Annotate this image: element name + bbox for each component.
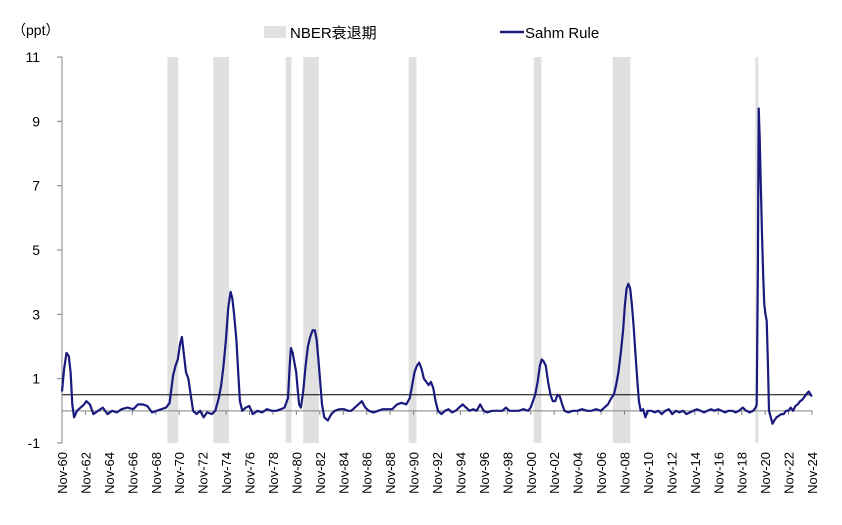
x-tick-label: Nov-98 (500, 452, 515, 494)
x-tick-label: Nov-80 (289, 452, 304, 494)
x-tick-label: Nov-90 (407, 452, 422, 494)
x-tick-label: Nov-06 (594, 452, 609, 494)
x-tick-label: Nov-12 (664, 452, 679, 494)
x-tick-label: Nov-86 (360, 452, 375, 494)
legend-sahm-label: Sahm Rule (525, 25, 599, 42)
x-tick-label: Nov-62 (78, 452, 93, 494)
x-tick-label: Nov-16 (711, 452, 726, 494)
series-lines (60, 107, 813, 425)
recession-band (285, 57, 292, 443)
unit-label: （ppt） (12, 22, 59, 38)
x-tick-label: Nov-92 (430, 452, 445, 494)
x-tick-label: Nov-82 (313, 452, 328, 494)
x-tick-label: Nov-68 (149, 452, 164, 494)
y-tick-label: 11 (25, 49, 40, 65)
legend-nber-swatch (264, 26, 286, 38)
legend-nber-label: NBER衰退期 (290, 25, 377, 42)
x-tick-label: Nov-84 (336, 452, 351, 494)
x-tick-label: Nov-60 (55, 452, 70, 494)
y-tick-label: 7 (32, 178, 40, 194)
x-tick-label: Nov-02 (547, 452, 562, 494)
x-tick-label: Nov-70 (172, 452, 187, 494)
y-tick-label: -1 (28, 435, 41, 451)
x-tick-label: Nov-88 (383, 452, 398, 494)
recession-bands (167, 57, 759, 443)
recession-band (167, 57, 179, 443)
x-tick-label: Nov-14 (688, 452, 703, 494)
x-ticks: Nov-60 Nov-62 Nov-64 Nov-66 Nov-68 Nov-70 Nov-… (55, 410, 820, 494)
x-tick-label: Nov-66 (125, 452, 140, 494)
recession-band (612, 57, 631, 443)
x-tick-label: Nov-72 (196, 452, 211, 494)
x-tick-label: Nov-74 (219, 452, 234, 494)
recession-band (533, 57, 542, 443)
y-ticks: -1 1 3 5 7 9 11 (25, 49, 62, 451)
x-tick-label: Nov-94 (453, 452, 468, 494)
recession-band (303, 57, 319, 443)
sahm-rule-line (60, 107, 813, 425)
y-tick-label: 1 (32, 371, 40, 387)
x-tick-label: Nov-22 (782, 452, 797, 494)
x-tick-label: Nov-00 (524, 452, 539, 494)
y-tick-label: 3 (32, 306, 40, 322)
x-tick-label: Nov-10 (641, 452, 656, 494)
x-tick-label: Nov-96 (477, 452, 492, 494)
x-tick-label: Nov-78 (266, 452, 281, 494)
recession-band (408, 57, 417, 443)
y-tick-label: 9 (32, 113, 40, 129)
x-tick-label: Nov-08 (618, 452, 633, 494)
x-tick-label: Nov-18 (735, 452, 750, 494)
x-tick-label: Nov-20 (758, 452, 773, 494)
x-tick-label: Nov-64 (102, 452, 117, 494)
x-tick-label: Nov-24 (805, 452, 820, 494)
legend: NBER衰退期 Sahm Rule (264, 25, 599, 42)
x-tick-label: Nov-04 (571, 452, 586, 494)
recession-band (755, 57, 759, 443)
y-tick-label: 5 (32, 242, 40, 258)
x-tick-label: Nov-76 (243, 452, 258, 494)
